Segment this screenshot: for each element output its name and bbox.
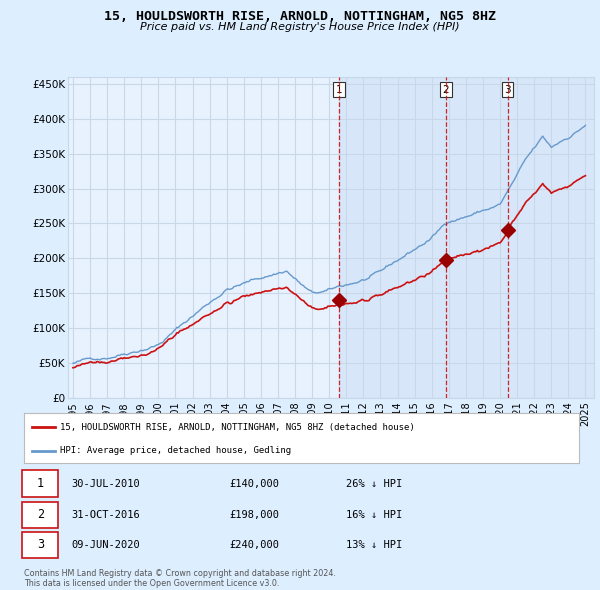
Text: 15, HOULDSWORTH RISE, ARNOLD, NOTTINGHAM, NG5 8HZ: 15, HOULDSWORTH RISE, ARNOLD, NOTTINGHAM… <box>104 10 496 23</box>
Text: 15, HOULDSWORTH RISE, ARNOLD, NOTTINGHAM, NG5 8HZ (detached house): 15, HOULDSWORTH RISE, ARNOLD, NOTTINGHAM… <box>60 422 415 431</box>
Text: £198,000: £198,000 <box>229 510 280 520</box>
Text: £140,000: £140,000 <box>229 478 280 489</box>
Text: Contains HM Land Registry data © Crown copyright and database right 2024.
This d: Contains HM Land Registry data © Crown c… <box>24 569 336 588</box>
FancyBboxPatch shape <box>22 470 58 497</box>
Text: 09-JUN-2020: 09-JUN-2020 <box>71 540 140 550</box>
Text: 1: 1 <box>37 477 44 490</box>
Text: 3: 3 <box>37 539 44 552</box>
Text: 1: 1 <box>336 85 343 95</box>
Text: 13% ↓ HPI: 13% ↓ HPI <box>346 540 402 550</box>
Text: 3: 3 <box>504 85 511 95</box>
Text: 31-OCT-2016: 31-OCT-2016 <box>71 510 140 520</box>
Text: Price paid vs. HM Land Registry's House Price Index (HPI): Price paid vs. HM Land Registry's House … <box>140 22 460 32</box>
Text: 2: 2 <box>443 85 449 95</box>
Text: HPI: Average price, detached house, Gedling: HPI: Average price, detached house, Gedl… <box>60 446 291 455</box>
Text: 26% ↓ HPI: 26% ↓ HPI <box>346 478 402 489</box>
Text: £240,000: £240,000 <box>229 540 280 550</box>
Text: 16% ↓ HPI: 16% ↓ HPI <box>346 510 402 520</box>
FancyBboxPatch shape <box>22 502 58 528</box>
Bar <box>339 77 600 398</box>
Text: 2: 2 <box>37 508 44 522</box>
Text: 30-JUL-2010: 30-JUL-2010 <box>71 478 140 489</box>
FancyBboxPatch shape <box>22 532 58 558</box>
